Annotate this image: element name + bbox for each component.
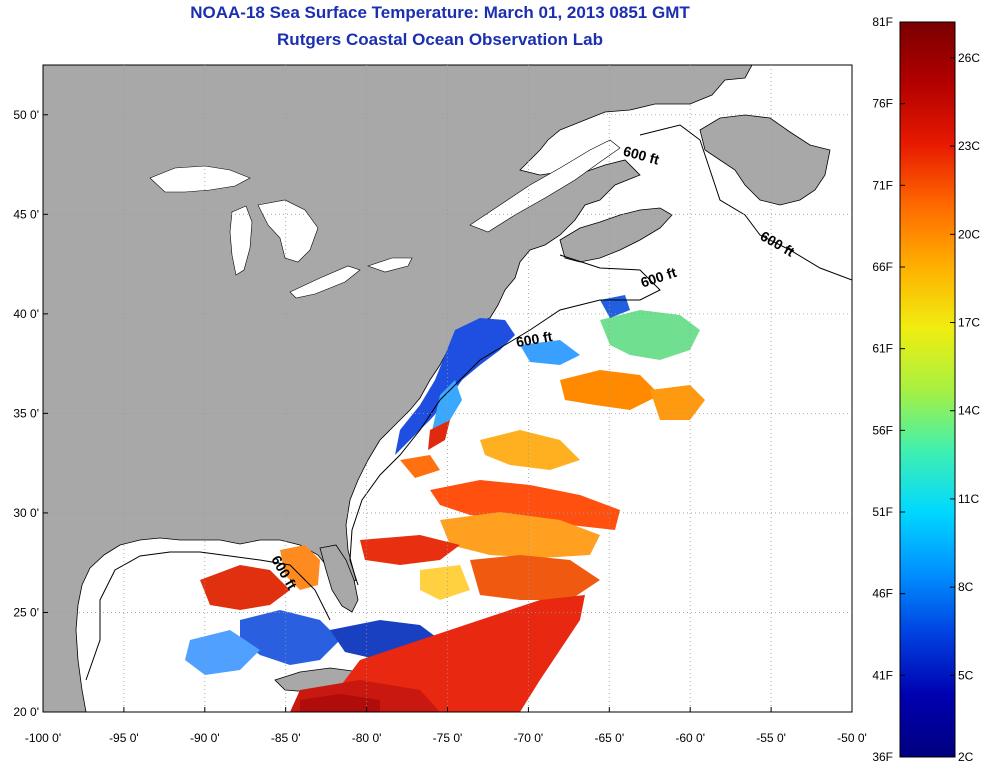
lon-tick-label: -90 0' <box>190 731 220 745</box>
colorbar <box>899 21 956 758</box>
land-newfoundland <box>699 114 831 206</box>
isobath-600ft <box>85 124 852 681</box>
colorbar-f-label: 66F <box>872 260 893 274</box>
map-title: NOAA-18 Sea Surface Temperature: March 0… <box>190 3 690 22</box>
colorbar-f-label: 76F <box>872 97 893 111</box>
colorbar-f-label: 71F <box>872 178 893 192</box>
land-florida <box>319 544 359 613</box>
colorbar-f-label: 81F <box>872 15 893 29</box>
colorbar-f-label: 56F <box>872 423 893 437</box>
map-subtitle: Rutgers Coastal Ocean Observation Lab <box>277 30 603 49</box>
lat-tick-label: 35 0' <box>13 406 39 420</box>
colorbar-celsius-labels: 26C 23C 20C 17C 14C 11C 8C 5C 2C <box>950 51 980 764</box>
lake-ontario <box>367 257 413 273</box>
graticule <box>42 65 853 713</box>
colorbar-c-label: 20C <box>958 227 980 241</box>
colorbar-c-label: 5C <box>958 668 974 682</box>
lat-tick-label: 25 0' <box>13 605 39 619</box>
st-lawrence-estuary <box>469 139 621 233</box>
lon-tick-label: -70 0' <box>514 731 544 745</box>
colorbar-c-label: 11C <box>958 492 979 506</box>
colorbar-c-label: 8C <box>958 580 974 594</box>
lat-tick-label: 40 0' <box>13 307 39 321</box>
lon-tick-label: -100 0' <box>25 731 61 745</box>
lon-tick-label: -95 0' <box>109 731 139 745</box>
colorbar-f-label: 41F <box>872 668 893 682</box>
lake-superior <box>149 165 251 193</box>
colorbar-f-label: 36F <box>872 750 893 764</box>
lon-tick-label: -75 0' <box>433 731 463 745</box>
lon-tick-label: -85 0' <box>271 731 301 745</box>
latitude-labels: 50 0' 45 0' 40 0' 35 0' 30 0' 25 0' 20 0' <box>13 108 39 719</box>
land-nova-scotia <box>559 207 673 263</box>
lake-michigan <box>229 205 253 276</box>
colorbar-f-label: 46F <box>872 587 893 601</box>
lon-tick-label: -80 0' <box>352 731 382 745</box>
lat-tick-label: 30 0' <box>13 506 39 520</box>
colorbar-f-label: 51F <box>872 505 893 519</box>
colorbar-c-label: 23C <box>958 139 980 153</box>
colorbar-c-label: 26C <box>958 51 980 65</box>
colorbar-c-label: 2C <box>958 750 974 764</box>
lon-tick-label: -65 0' <box>594 731 624 745</box>
longitude-labels: -100 0' -95 0' -90 0' -85 0' -80 0' -75 0' -70… <box>25 731 867 745</box>
isobath-label: 600 ft <box>515 328 554 350</box>
lat-tick-label: 50 0' <box>13 108 39 122</box>
lake-huron <box>257 199 319 263</box>
lon-tick-label: -60 0' <box>675 731 705 745</box>
lake-erie <box>289 265 361 299</box>
lat-tick-label: 20 0' <box>13 705 39 719</box>
lon-tick-label: -50 0' <box>837 731 867 745</box>
lat-tick-label: 45 0' <box>13 207 39 221</box>
colorbar-c-label: 14C <box>958 404 980 418</box>
colorbar-fahrenheit-labels: 81F 76F 71F 66F 61F 56F 51F 46F 41F 36F <box>872 15 905 764</box>
lon-tick-label: -55 0' <box>756 731 786 745</box>
colorbar-c-label: 17C <box>958 316 980 330</box>
colorbar-f-label: 61F <box>872 342 893 356</box>
sst-patches <box>185 295 705 712</box>
